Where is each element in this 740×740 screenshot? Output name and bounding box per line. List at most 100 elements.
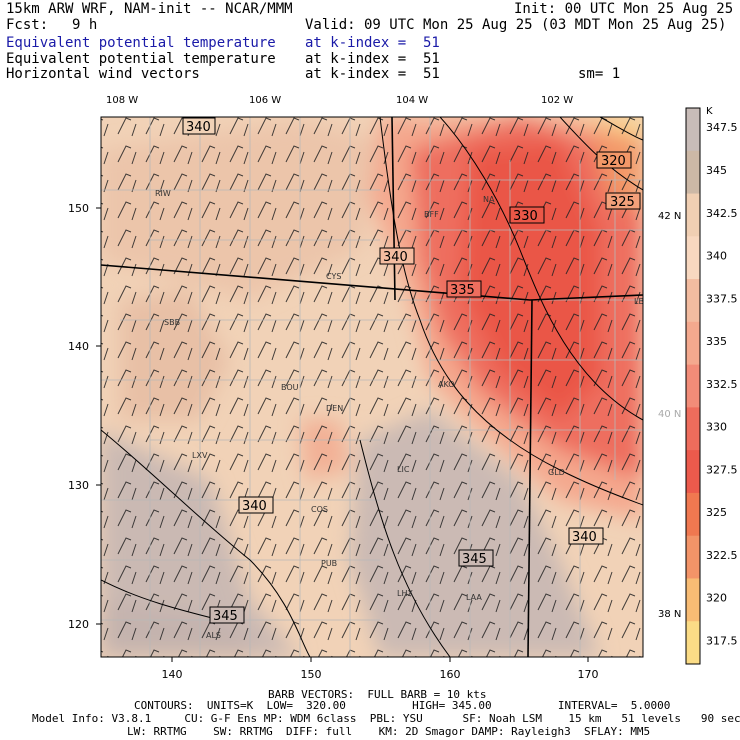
station-label: AKO — [438, 380, 455, 389]
state-boundaries — [101, 117, 643, 657]
colorbar-swatch — [686, 108, 700, 152]
station-label: LAA — [466, 593, 482, 602]
svg-text:345: 345 — [213, 609, 238, 624]
model-info-line-1: Model Info: V3.8.1 CU: G-F Ens MP: WDM 6… — [32, 712, 740, 725]
lat-label: 40 N — [658, 409, 681, 420]
colorbar-swatch — [686, 236, 700, 280]
y-tick-label: 130 — [68, 479, 89, 492]
svg-text:340: 340 — [572, 530, 597, 545]
field-name-2: Equivalent potential temperature — [6, 51, 276, 67]
colorbar-level-label: 342.5 — [706, 207, 738, 220]
colorbar-swatch — [686, 150, 700, 195]
colorbar-level-label: 332.5 — [706, 378, 738, 391]
station-label: CYS — [326, 272, 341, 281]
svg-text:340: 340 — [186, 120, 211, 135]
x-tick-label: 170 — [578, 668, 599, 681]
contour-info: CONTOURS: UNITS=K LOW= 320.00 HIGH= 345.… — [134, 699, 671, 712]
valid-time: Valid: 09 UTC Mon 25 Aug 25 (03 MDT Mon … — [305, 17, 727, 33]
left-ticks — [96, 207, 101, 625]
svg-text:330: 330 — [513, 209, 538, 224]
station-label: NA — [483, 195, 495, 204]
contour-label: 345 — [209, 606, 245, 624]
station-label: BFF — [424, 210, 439, 219]
field-level-2: at k-index = 51 — [305, 51, 440, 67]
colorbar-swatch — [686, 621, 700, 665]
colorbar-swatch — [686, 193, 700, 237]
colorbar-level-label: 330 — [706, 421, 727, 434]
bottom-ticks — [171, 657, 589, 662]
county-boundaries — [101, 117, 643, 657]
map-plot-area: 340 320 325 330 340 335 340 345 340 345 … — [101, 117, 643, 657]
x-tick-label: 160 — [440, 668, 461, 681]
contour-label: 330 — [509, 206, 545, 224]
contour-labels: 340 320 325 330 340 335 340 345 340 345 — [182, 117, 641, 624]
colorbar-level-label: 327.5 — [706, 463, 738, 476]
y-tick-label: 120 — [68, 618, 89, 631]
contour-label: 320 — [596, 151, 632, 169]
wind-barbs — [101, 117, 643, 657]
contour-label: 335 — [446, 280, 482, 298]
field-name-3: Horizontal wind vectors — [6, 66, 200, 82]
colorbar-swatch — [686, 535, 700, 579]
colorbar-swatch — [686, 321, 700, 366]
colorbar-swatch — [686, 279, 700, 323]
station-label: ALS — [206, 631, 221, 640]
colorbar-swatch — [686, 364, 700, 408]
lon-label: 102 W — [541, 95, 573, 106]
colorbar-frame — [685, 107, 701, 665]
y-tick-label: 150 — [68, 202, 89, 215]
station-label: LHX — [397, 589, 413, 598]
station-label: LXV — [192, 451, 208, 460]
colorbar-level-label: 347.5 — [706, 121, 738, 134]
colorbar-level-label: 317.5 — [706, 634, 738, 647]
colorbar-swatch — [686, 450, 700, 494]
station-label: DEN — [326, 404, 343, 413]
smoothing-value: sm= 1 — [578, 66, 621, 82]
bottom-axis-labels: 140 150 160 170 — [162, 668, 599, 681]
colorbar-unit: K — [706, 106, 713, 117]
colorbar-labels: 347.5 345 342.5 340 337.5 335 332.5 330 327.5 325… — [706, 121, 738, 647]
station-label: LIC — [397, 465, 410, 474]
forecast-hour: 9 h — [72, 17, 98, 33]
colorbar-level-label: 340 — [706, 250, 727, 263]
contour-label: 345 — [458, 549, 494, 567]
field-level-3: at k-index = 51 — [305, 66, 440, 82]
field-name-1: Equivalent potential temperature — [6, 35, 276, 51]
colorbar-level-label: 322.5 — [706, 549, 738, 562]
colorbar-swatch — [686, 578, 700, 622]
station-label: COS — [311, 505, 328, 514]
station-labels: RIW BFF NA CYS LBF SBB BOU AKO DEN LIC G… — [155, 189, 643, 640]
svg-text:325: 325 — [610, 195, 635, 210]
svg-text:320: 320 — [601, 154, 626, 169]
lon-label: 104 W — [396, 95, 428, 106]
x-tick-label: 150 — [301, 668, 322, 681]
colorbar-swatch — [686, 407, 700, 451]
station-label: SBB — [164, 318, 180, 327]
lon-label: 106 W — [249, 95, 281, 106]
contour-label: 340 — [379, 247, 415, 265]
lat-label: 38 N — [658, 609, 681, 620]
colorbar-level-label: 335 — [706, 335, 727, 348]
barb-vector-note: BARB VECTORS: FULL BARB = 10 kts — [268, 688, 487, 701]
colorbar-level-label: 345 — [706, 164, 727, 177]
colorbar-level-label: 337.5 — [706, 292, 738, 305]
y-tick-label: 140 — [68, 340, 89, 353]
model-info-line-2: LW: RRTMG SW: RRTMG DIFF: full KM: 2D Sm… — [127, 725, 651, 738]
forecast-label: Fcst: — [6, 17, 49, 33]
model-title: 15km ARW WRF, NAM-init -- NCAR/MMM — [6, 1, 293, 17]
station-label: GLD — [548, 468, 565, 477]
lon-label: 108 W — [106, 95, 138, 106]
x-tick-label: 140 — [162, 668, 183, 681]
top-longitude-labels: 108 W 106 W 104 W 102 W — [106, 95, 573, 106]
contour-label: 325 — [605, 192, 641, 210]
svg-text:335: 335 — [450, 283, 475, 298]
contour-label: 340 — [238, 496, 274, 514]
map-frame — [100, 116, 644, 658]
lat-label: 42 N — [658, 211, 681, 222]
station-label: RIW — [155, 189, 171, 198]
svg-text:340: 340 — [383, 250, 408, 265]
svg-text:345: 345 — [462, 552, 487, 567]
svg-text:340: 340 — [242, 499, 267, 514]
station-label: BOU — [281, 383, 299, 392]
